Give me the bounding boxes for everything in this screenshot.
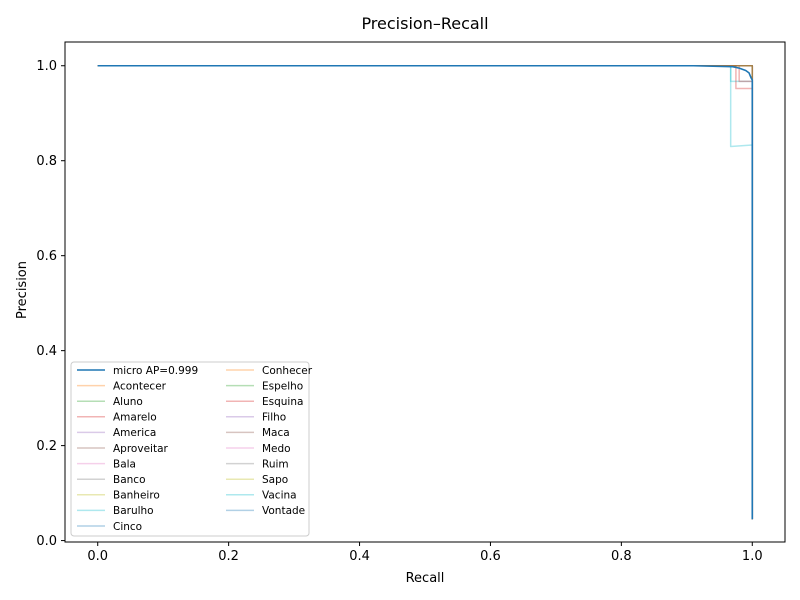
plot-area [97, 64, 754, 520]
legend-entry: Ruim [226, 458, 289, 470]
legend-entry: Filho [226, 412, 286, 424]
legend-entry: Cinco [77, 521, 142, 533]
legend-label: Vacina [262, 490, 297, 502]
legend-label: Maca [262, 427, 290, 439]
y-tick-label: 0.8 [36, 154, 57, 169]
series-line-0 [97, 64, 754, 520]
legend-label: Conhecer [262, 365, 313, 377]
legend-label: Esquina [262, 396, 303, 408]
legend-entry: Esquina [226, 396, 303, 408]
legend-entry: Aproveitar [77, 443, 169, 455]
legend-label: Medo [262, 443, 291, 455]
legend-label: Ruim [262, 458, 289, 470]
x-tick-label: 1.0 [742, 549, 763, 564]
legend-entry: Acontecer [77, 380, 167, 392]
legend-label: Barulho [113, 505, 154, 517]
y-tick-label: 0.6 [36, 249, 57, 264]
legend-entry: Amarelo [77, 412, 157, 424]
chart-title: Precision–Recall [361, 14, 488, 33]
y-tick-label: 0.0 [36, 534, 57, 549]
legend-entry: Vacina [226, 490, 297, 502]
y-tick-label: 0.4 [36, 344, 57, 359]
legend-label: America [113, 427, 156, 439]
legend-label: micro AP=0.999 [113, 365, 198, 377]
legend-label: Bala [113, 458, 136, 470]
legend-entry: Aluno [77, 396, 143, 408]
legend-label: Aluno [113, 396, 143, 408]
legend-entry: Conhecer [226, 365, 313, 377]
legend-entry: Vontade [226, 505, 305, 517]
x-tick-label: 0.4 [349, 549, 370, 564]
x-tick-label: 0.0 [87, 549, 108, 564]
legend-entry: micro AP=0.999 [77, 365, 198, 377]
legend-label: Aproveitar [113, 443, 169, 455]
plot-frame [64, 41, 786, 543]
x-axis: 0.0 0.2 0.4 0.6 0.8 1.0 [87, 542, 763, 564]
y-tick-label: 0.2 [36, 439, 57, 454]
legend-entry: Banheiro [77, 490, 160, 502]
y-axis-title: Precision [15, 261, 30, 319]
legend-entry: Espelho [226, 380, 303, 392]
y-axis: 0.0 0.2 0.4 0.6 0.8 1.0 [36, 59, 65, 549]
legend-label: Cinco [113, 521, 142, 533]
legend-entry: Sapo [226, 474, 288, 486]
legend: micro AP=0.999 Acontecer Aluno Amarelo Ameri… [70, 361, 313, 537]
legend-box [70, 361, 310, 537]
x-tick-label: 0.2 [218, 549, 239, 564]
legend-entry: Maca [226, 427, 290, 439]
legend-entry: Banco [77, 474, 146, 486]
legend-label: Amarelo [113, 412, 157, 424]
legend-label: Filho [262, 412, 286, 424]
legend-label: Banheiro [113, 490, 160, 502]
legend-label: Espelho [262, 380, 303, 392]
y-tick-label: 1.0 [36, 59, 57, 74]
x-tick-label: 0.6 [480, 549, 501, 564]
x-tick-label: 0.8 [611, 549, 632, 564]
legend-entry: America [77, 427, 156, 439]
legend-label: Acontecer [113, 380, 167, 392]
legend-entry: Medo [226, 443, 291, 455]
legend-label: Banco [113, 474, 146, 486]
legend-entry: Bala [77, 458, 136, 470]
legend-label: Sapo [262, 474, 288, 486]
x-axis-title: Recall [406, 571, 445, 586]
legend-entry: Barulho [77, 505, 154, 517]
legend-label: Vontade [262, 505, 305, 517]
